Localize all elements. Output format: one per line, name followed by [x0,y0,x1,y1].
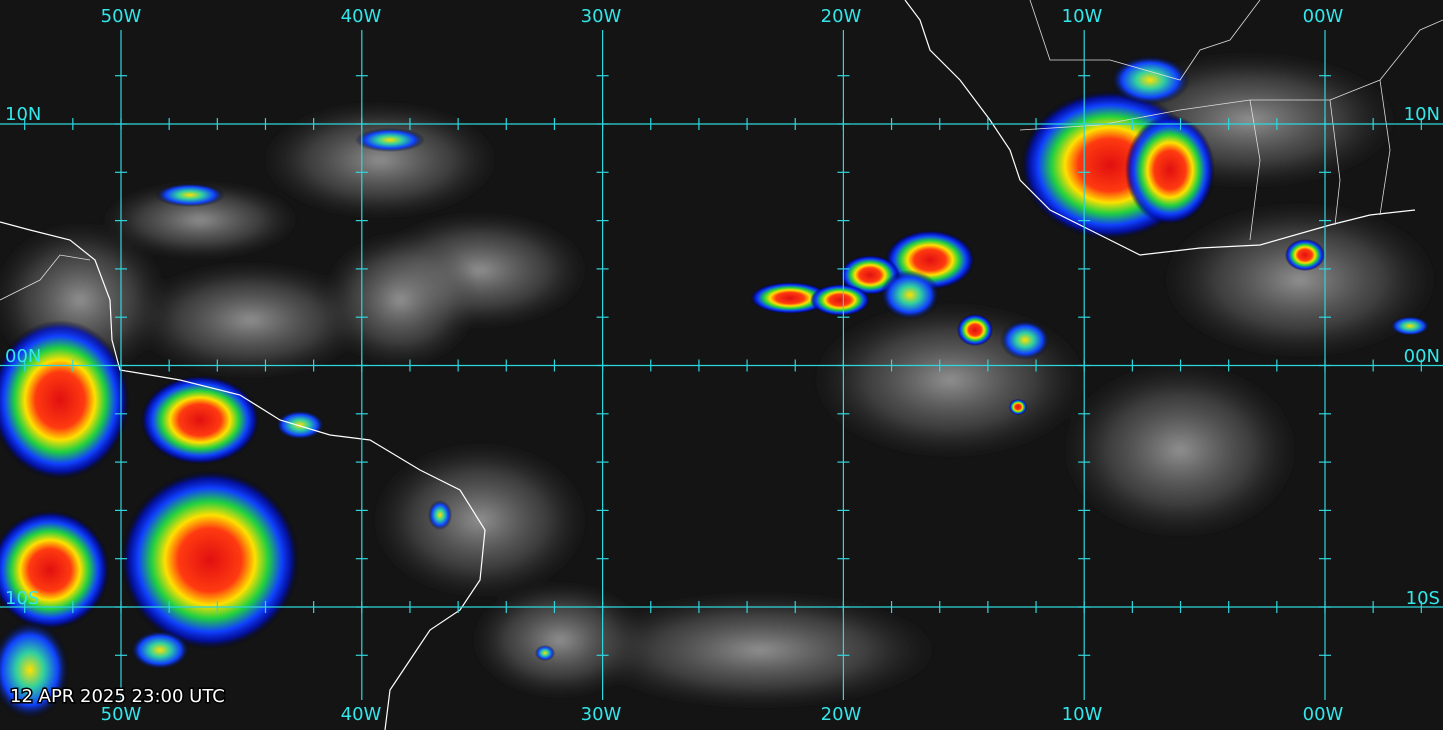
longitude-label: 40W [341,6,382,27]
latitude-label: 10N [5,104,41,125]
longitude-label: 40W [341,704,382,725]
longitude-label: 20W [821,6,862,27]
longitude-label: 00W [1303,6,1344,27]
clouds [0,50,1440,710]
grid [0,30,1443,700]
longitude-label: 30W [581,6,622,27]
latitude-label: 10N [1404,104,1440,125]
longitude-label: 00W [1303,704,1344,725]
latitude-label: 00N [5,346,41,367]
latitude-label: 00N [1404,346,1440,367]
labels: 50W 40W 30W 20W 10W 00W 50W 40W 30W 20W … [5,6,1440,725]
latitude-label: 10S [1406,588,1440,609]
convection [0,55,1430,720]
timestamp: 12 APR 2025 23:00 UTC [10,686,225,707]
longitude-label: 20W [821,704,862,725]
longitude-label: 50W [101,704,142,725]
longitude-label: 10W [1062,6,1103,27]
longitude-label: 10W [1062,704,1103,725]
longitude-label: 50W [101,6,142,27]
longitude-label: 30W [581,704,622,725]
latitude-label: 10S [5,588,39,609]
